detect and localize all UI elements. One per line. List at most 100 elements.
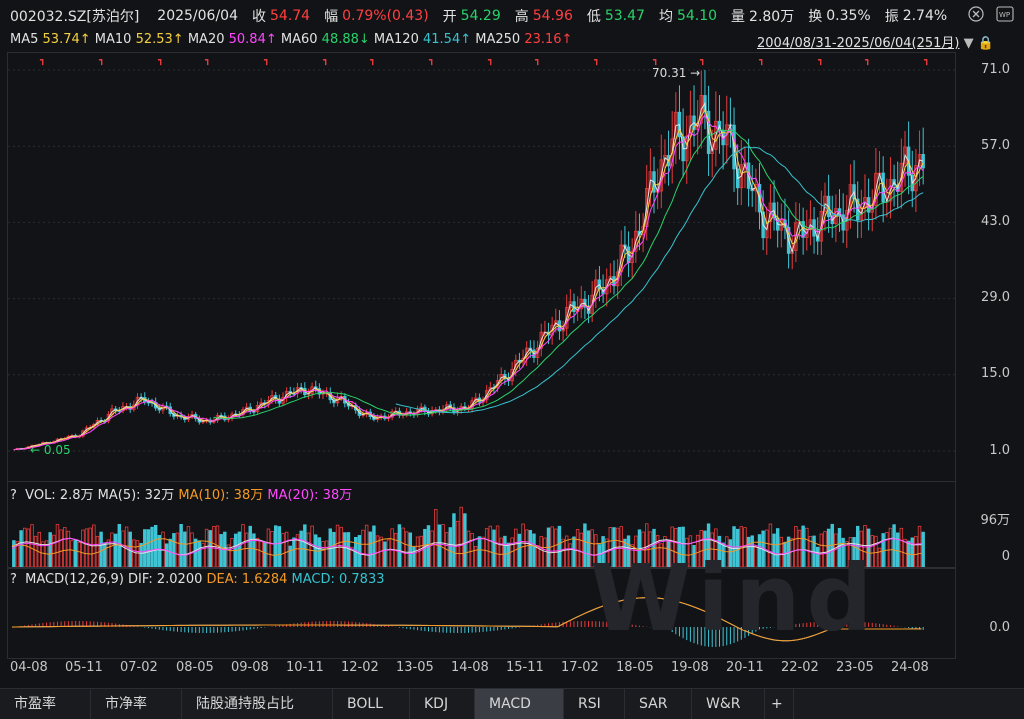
macd-panel[interactable] <box>7 567 956 659</box>
lock-icon[interactable]: 🔒 <box>977 36 994 51</box>
help-icon[interactable]: ? <box>10 572 17 587</box>
volume-axis-top: 96万 <box>980 513 1010 528</box>
volume-bar <box>452 513 456 568</box>
macd-dea: DEA: 1.6284 <box>206 572 288 587</box>
wind-watermark: Wind <box>590 545 879 652</box>
low-value: 53.47 <box>604 8 645 24</box>
macd-dif: DIF: 2.0200 <box>128 572 203 587</box>
x-axis-label: 23-05 <box>836 660 874 675</box>
candle-body <box>641 226 645 235</box>
candle-body <box>634 230 638 252</box>
volume-bar <box>685 537 689 568</box>
tab-rsi[interactable]: RSI <box>564 689 625 719</box>
volume-bar <box>37 531 41 568</box>
x-axis-label: 10-11 <box>286 660 324 675</box>
close-icon[interactable] <box>968 6 984 22</box>
candle-body <box>670 138 674 167</box>
tab-kdj[interactable]: KDJ <box>410 689 475 719</box>
avg-label: 均 <box>658 9 673 25</box>
volume-bar <box>164 543 169 568</box>
volume-bar <box>794 526 798 568</box>
volume-bar <box>190 532 194 568</box>
turnover-label: 换 <box>808 9 823 25</box>
date-range-text[interactable]: 2004/08/31-2025/06/04(251月) <box>757 36 960 51</box>
open-value: 54.29 <box>460 8 501 24</box>
help-icon[interactable]: ? <box>10 488 17 503</box>
volume-bar <box>772 533 776 568</box>
tab-wr[interactable]: W&R <box>692 689 765 719</box>
volume-bar <box>801 525 805 568</box>
volume-bar <box>434 509 438 568</box>
volume-value: 2.80万 <box>749 9 795 25</box>
dividend-flag-icon: ┓ <box>157 56 163 66</box>
price-axis-label: 57.0 <box>981 138 1010 153</box>
tab-pe-ratio[interactable]: 市盈率 <box>0 689 91 719</box>
ma5-label: MA5 <box>10 32 39 47</box>
tab-northbound-holding[interactable]: 陆股通持股占比 <box>182 689 333 719</box>
volume-bar <box>481 536 485 568</box>
volume-bar <box>106 539 111 568</box>
volume-bar <box>630 544 634 568</box>
macd-value: MACD: 0.7833 <box>291 572 385 587</box>
price-axis-label: 15.0 <box>981 366 1010 381</box>
high-label: 高 <box>514 9 529 25</box>
dividend-flag-icon: ┓ <box>923 56 929 66</box>
volume-bar <box>823 531 827 568</box>
volume-panel[interactable] <box>7 481 956 569</box>
volume-bar <box>350 546 354 568</box>
price-axis-label: 1.0 <box>989 443 1010 458</box>
price-axis-label: 43.0 <box>981 214 1010 229</box>
ma20-value: 50.84↑ <box>228 32 277 47</box>
volume-legend: ? VOL: 2.8万 MA(5): 32万 MA(10): 38万 MA(20… <box>10 484 352 503</box>
x-axis-label: 15-11 <box>506 660 544 675</box>
volume-bar <box>332 531 336 568</box>
candle-body <box>568 301 573 308</box>
volume-bar <box>390 528 394 568</box>
volume-bar <box>750 535 754 568</box>
volume-bar <box>113 533 118 568</box>
volume-bar <box>412 546 416 568</box>
volume-bar <box>12 540 16 568</box>
ma60-value: 48.88↓ <box>321 32 370 47</box>
volume-bar <box>499 537 503 568</box>
volume-bar <box>281 533 285 568</box>
volume-bar <box>110 532 114 568</box>
vol-ma20: MA(20): 38万 <box>267 488 353 503</box>
dividend-flag-icon: ┓ <box>652 56 658 66</box>
low-price-value: 0.05 <box>43 443 71 457</box>
price-axis-label: 29.0 <box>981 290 1010 305</box>
volume-bar <box>157 534 162 568</box>
tab-pb-ratio[interactable]: 市净率 <box>91 689 182 719</box>
date-range[interactable]: 2004/08/31-2025/06/04(251月) ▼ 🔒 <box>757 32 994 51</box>
dividend-flag-icon: ┓ <box>263 56 269 66</box>
vol-ma5: MA(5): 32万 <box>97 488 175 503</box>
volume-bar <box>688 535 693 568</box>
volume-bar <box>506 542 511 568</box>
macd-legend: ? MACD(12,26,9) DIF: 2.0200 DEA: 1.6284 … <box>10 572 385 587</box>
tab-macd[interactable]: MACD <box>475 689 564 719</box>
x-axis-label: 17-02 <box>561 660 599 675</box>
x-axis-label: 19-08 <box>671 660 709 675</box>
volume-bar <box>183 531 187 568</box>
dividend-flag-icon: ┓ <box>428 56 434 66</box>
change-value: 0.79%(0.43) <box>342 8 429 24</box>
x-axis-label: 09-08 <box>231 660 269 675</box>
volume-bar <box>626 535 631 568</box>
macd-axis-zero: 0.0 <box>989 620 1010 635</box>
macd-line <box>11 597 922 642</box>
candle-body <box>874 172 878 207</box>
tab-boll[interactable]: BOLL <box>333 689 410 719</box>
candle-body <box>725 124 729 146</box>
wp-icon[interactable]: WP <box>996 6 1014 22</box>
candle-body <box>714 120 718 150</box>
volume-bar <box>681 526 685 568</box>
volume-bar <box>572 536 576 568</box>
x-axis-label: 22-02 <box>781 660 819 675</box>
dropdown-triangle-icon[interactable]: ▼ <box>963 36 974 51</box>
ma60-label: MA60 <box>280 32 318 47</box>
volume-bar <box>175 532 180 568</box>
tab-sar[interactable]: SAR <box>625 689 692 719</box>
candle-body <box>608 276 613 281</box>
add-tab-button[interactable]: + <box>765 689 794 719</box>
